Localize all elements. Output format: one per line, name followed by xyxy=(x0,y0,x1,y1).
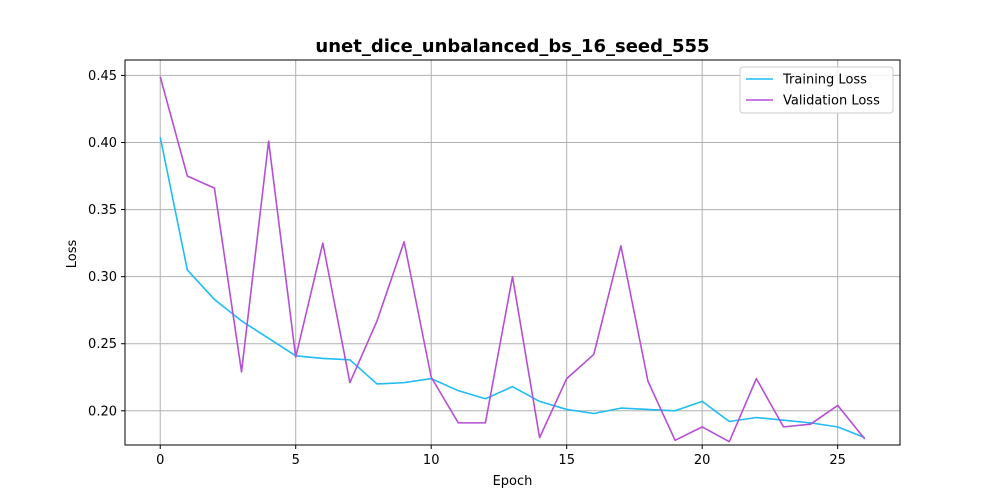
x-axis-ticks: 0 5 10 15 20 25 xyxy=(156,445,846,468)
x-tick-label: 25 xyxy=(829,453,846,468)
x-axis-label: Epoch xyxy=(493,474,533,489)
x-tick-label: 10 xyxy=(423,453,440,468)
series-line-1 xyxy=(159,76,866,443)
plot-area-frame xyxy=(124,59,901,446)
chart-title: unet_dice_unbalanced_bs_16_seed_555 xyxy=(315,36,709,57)
x-tick-label: 0 xyxy=(156,453,164,468)
series-layer xyxy=(159,76,866,443)
y-tick-label: 0.45 xyxy=(88,69,117,84)
y-axis-label: Loss xyxy=(65,240,80,269)
x-tick-label: 20 xyxy=(694,453,711,468)
x-tick-label: 15 xyxy=(558,453,575,468)
y-axis-ticks: 0.20 0.25 0.30 0.35 0.40 0.45 xyxy=(88,69,125,419)
y-tick-label: 0.20 xyxy=(88,404,117,419)
y-tick-label: 0.25 xyxy=(88,337,117,352)
x-tick-label: 5 xyxy=(292,453,300,468)
legend-box xyxy=(739,66,894,114)
legend: Training Loss Validation Loss xyxy=(739,66,894,114)
y-tick-label: 0.40 xyxy=(88,136,117,151)
y-tick-label: 0.35 xyxy=(88,203,117,218)
legend-label-0: Training Loss xyxy=(782,73,867,88)
legend-label-1: Validation Loss xyxy=(783,94,880,109)
y-tick-label: 0.30 xyxy=(88,270,117,285)
series-line-0 xyxy=(159,136,866,439)
